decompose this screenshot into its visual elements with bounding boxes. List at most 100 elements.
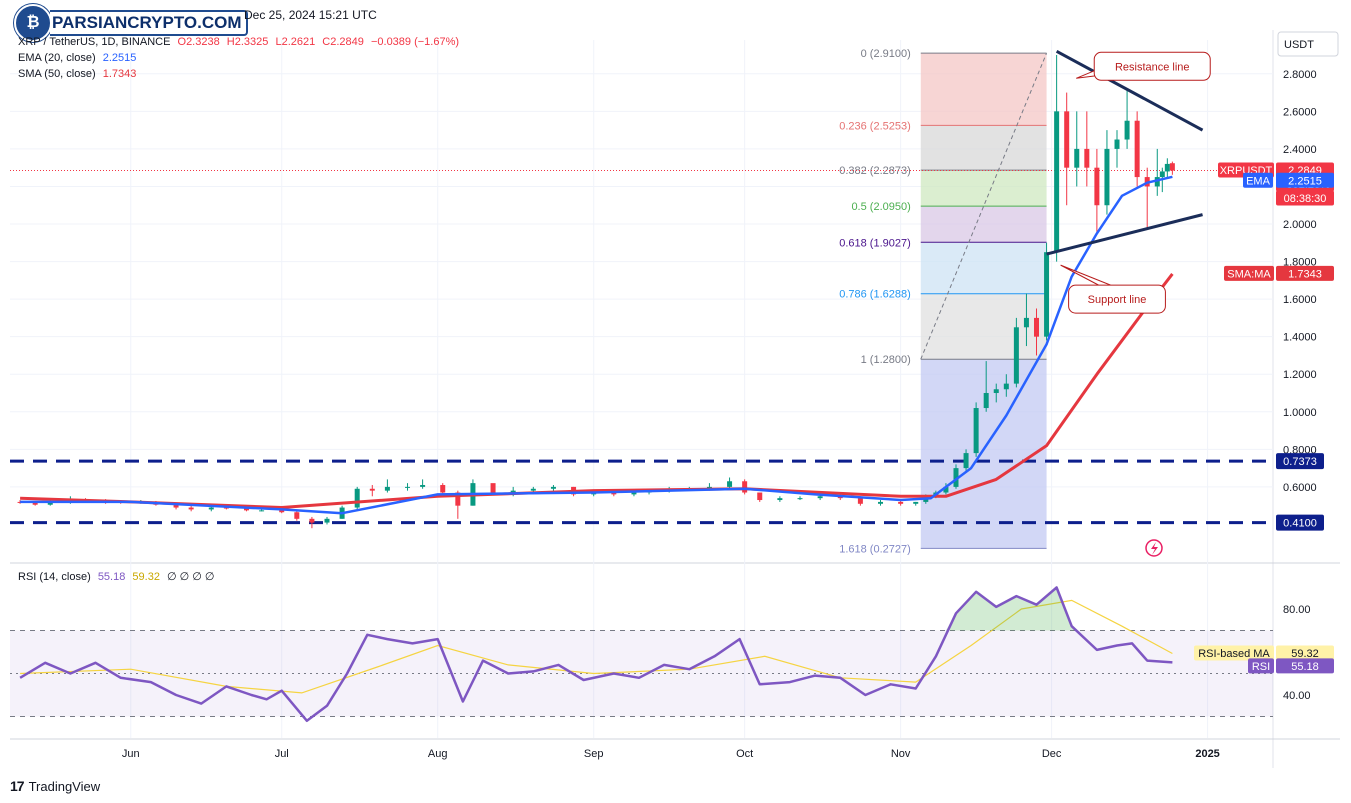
candle-body bbox=[17, 501, 23, 503]
candle-body bbox=[354, 488, 360, 508]
candle-body bbox=[173, 504, 179, 508]
fib-level-label: 0.236 (2.5253) bbox=[839, 120, 911, 132]
fib-zone bbox=[920, 170, 1047, 207]
fib-level-label: 0.5 (2.0950) bbox=[851, 201, 910, 213]
price-tick-label: 1.6000 bbox=[1283, 294, 1317, 306]
fib-zone bbox=[920, 359, 1047, 549]
candle-body bbox=[953, 468, 959, 487]
ohlc-change: −0.0389 (−1.67%) bbox=[370, 36, 460, 48]
tradingview-footer[interactable]: 17 TradingView bbox=[10, 778, 100, 794]
ohlc-open-label: O bbox=[177, 36, 187, 48]
currency-box bbox=[1277, 31, 1339, 57]
horizontal-level-value: 0.7373 bbox=[1283, 456, 1317, 468]
sma-legend[interactable]: SMA (50, close) 1.7343 bbox=[18, 67, 136, 82]
callout-pointer bbox=[1060, 264, 1111, 286]
sma-legend-value: 1.7343 bbox=[102, 68, 137, 80]
callout-box bbox=[1068, 284, 1166, 314]
candle-body bbox=[727, 481, 733, 487]
candle-body bbox=[913, 501, 919, 504]
candle-body bbox=[742, 481, 748, 493]
rsi-legend[interactable]: RSI (14, close) 55.18 59.32 ∅ ∅ ∅ ∅ bbox=[18, 570, 215, 585]
candle-body bbox=[878, 501, 884, 504]
sma-legend-label: SMA (50, close) bbox=[18, 68, 96, 80]
candle-body bbox=[797, 498, 803, 500]
lightning-icon-bolt bbox=[1151, 542, 1158, 555]
fib-level-label: 0.786 (1.6288) bbox=[839, 289, 911, 301]
ema-legend-label: EMA (20, close) bbox=[18, 52, 96, 64]
candle-body bbox=[1064, 111, 1070, 168]
watermark-logo: ₿ PARSIANCRYPTO.COM bbox=[14, 4, 248, 42]
candle-body bbox=[243, 508, 249, 511]
sma-value-badge: 1.7343 bbox=[1288, 268, 1322, 280]
symbol-title: XRP / TetherUS, 1D, BINANCE bbox=[18, 36, 171, 48]
callout-text: Resistance line bbox=[1115, 61, 1190, 73]
candle-body bbox=[757, 492, 763, 501]
tradingview-logo-icon: 17 bbox=[10, 778, 25, 794]
candle-body bbox=[1084, 148, 1090, 168]
candle-body bbox=[943, 486, 949, 493]
ema-value-badge-bg bbox=[1276, 172, 1334, 188]
candle-body bbox=[1034, 317, 1040, 337]
symbol-legend[interactable]: XRP / TetherUS, 1D, BINANCE O2.3238 H2.3… bbox=[18, 35, 459, 50]
ema-legend[interactable]: EMA (20, close) 2.2515 bbox=[18, 51, 136, 66]
price-tick-label: 2.6000 bbox=[1283, 106, 1317, 118]
rsi-ma-legend-value: 59.32 bbox=[132, 571, 160, 583]
candle-body bbox=[1023, 317, 1029, 328]
ema-badge: EMA bbox=[1246, 175, 1271, 187]
fib-level-label: 0 (2.9100) bbox=[861, 48, 911, 60]
rsi-value-badge: 55.18 bbox=[1291, 661, 1319, 673]
ema-legend-value: 2.2515 bbox=[102, 52, 137, 64]
tradingview-brand: TradingView bbox=[28, 778, 101, 794]
price-tick-label: 1.0000 bbox=[1283, 407, 1317, 419]
time-tick-label: Aug bbox=[428, 748, 448, 760]
candle-body bbox=[1164, 163, 1170, 172]
candle-body bbox=[294, 512, 300, 519]
price-tick-label: 1.4000 bbox=[1283, 332, 1317, 344]
candle-body bbox=[1169, 163, 1175, 171]
candle-body bbox=[188, 507, 194, 510]
horizontal-level-value: 0.4100 bbox=[1283, 518, 1317, 530]
candle-body bbox=[963, 453, 969, 469]
fib-level-label: 1 (1.2800) bbox=[861, 354, 911, 366]
ema-badge-bg bbox=[1243, 172, 1273, 188]
fib-level-label: 0.618 (1.9027) bbox=[839, 237, 911, 249]
candle-body bbox=[857, 498, 863, 504]
rsi-overbought-fill bbox=[945, 587, 1077, 631]
candle-body bbox=[1003, 383, 1009, 390]
candle-body bbox=[550, 486, 556, 489]
candle-body bbox=[420, 485, 426, 487]
rsi-tick-label: 40.00 bbox=[1283, 690, 1311, 702]
candle-body bbox=[817, 496, 823, 499]
candle-body bbox=[490, 483, 496, 493]
candle-body bbox=[1013, 327, 1019, 384]
candle-body bbox=[777, 498, 783, 501]
rsi-legend-extra: ∅ ∅ ∅ ∅ bbox=[167, 571, 215, 583]
resistance-trendline bbox=[1055, 49, 1204, 132]
time-tick-label: 2025 bbox=[1195, 748, 1219, 760]
fib-level-label: 1.618 (0.2727) bbox=[839, 543, 911, 555]
time-tick-label: Oct bbox=[736, 748, 753, 760]
candle-body bbox=[1074, 148, 1080, 168]
candle-body bbox=[510, 490, 516, 493]
rsi-ma-value-badge: 59.32 bbox=[1291, 648, 1319, 660]
rsi-value-badge-bg bbox=[1276, 658, 1334, 674]
candle-body bbox=[279, 510, 285, 513]
candle-body bbox=[1054, 111, 1060, 253]
fib-zone bbox=[920, 125, 1047, 171]
chart-timestamp: Dec 25, 2024 15:21 UTC bbox=[244, 8, 377, 22]
candle-body bbox=[47, 501, 53, 505]
candle-body bbox=[259, 510, 265, 512]
candle-body bbox=[973, 408, 979, 454]
price-tick-label: 2.4000 bbox=[1283, 144, 1317, 156]
candle-body bbox=[530, 488, 536, 491]
fib-zone bbox=[920, 242, 1047, 294]
countdown-badge: 08:38:30 bbox=[1284, 193, 1327, 205]
rsi-legend-label: RSI (14, close) bbox=[18, 571, 91, 583]
candle-body bbox=[993, 389, 999, 394]
candle-body bbox=[611, 492, 617, 495]
fib-zone bbox=[920, 53, 1047, 126]
candle-body bbox=[309, 518, 315, 523]
time-tick-label: Jul bbox=[275, 748, 289, 760]
price-tick-label: 1.2000 bbox=[1283, 369, 1317, 381]
